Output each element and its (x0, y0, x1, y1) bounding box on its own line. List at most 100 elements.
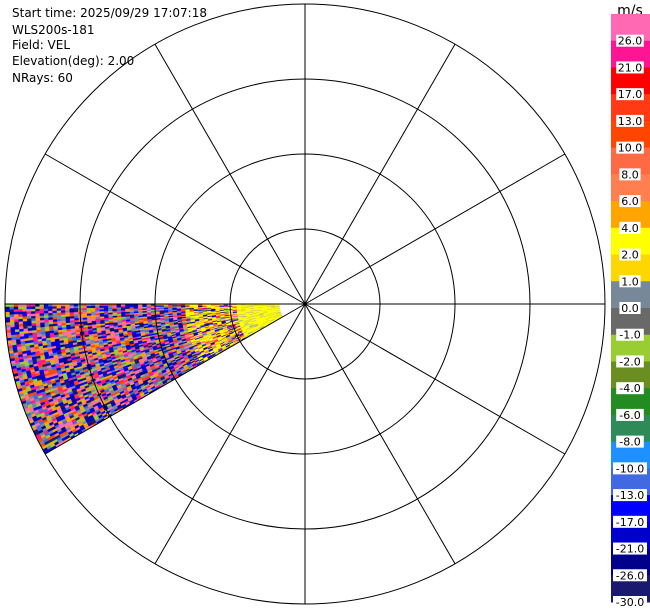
velocity-gate (56, 312, 62, 316)
azimuth-spoke (304, 303, 456, 565)
colorbar-tick-label: -13.0 (616, 489, 644, 502)
velocity-gate (90, 305, 96, 308)
velocity-gate (43, 310, 49, 314)
colorbar-tick-label: 26.0 (618, 35, 643, 48)
velocity-gate (64, 309, 70, 313)
velocity-gate (69, 309, 74, 313)
colorbar-tick-label: 8.0 (621, 168, 639, 181)
azimuth-spoke (154, 43, 306, 305)
colorbar-swatch (611, 254, 650, 282)
colorbar-tick-label: -4.0 (619, 382, 640, 395)
velocity-gate (17, 311, 23, 315)
velocity-gate (86, 307, 91, 310)
velocity-gate (17, 306, 23, 310)
velocity-gate (4, 308, 10, 313)
colorbar-swatch (611, 227, 650, 256)
azimuth-spoke (44, 303, 306, 455)
colorbar-swatch (611, 281, 650, 309)
velocity-gate (60, 305, 66, 309)
velocity-gate (51, 308, 57, 311)
velocity-gate (22, 313, 27, 317)
velocity-gate (34, 306, 40, 309)
velocity-gate (17, 308, 23, 312)
ppi-plot (4, 3, 606, 605)
velocity-gate (30, 315, 36, 319)
colorbar-swatch (611, 40, 650, 68)
colorbar-swatch (611, 120, 650, 149)
colorbar-tick-label: -26.0 (616, 569, 644, 582)
colorbar-tick-label: 17.0 (618, 88, 643, 101)
velocity-gate (107, 305, 113, 308)
colorbar-tick-label: 10.0 (618, 142, 643, 155)
velocity-gate (26, 308, 32, 312)
velocity-gate (35, 315, 40, 319)
velocity-gate (52, 312, 57, 316)
velocity-gate (30, 308, 36, 312)
velocity-gate (5, 316, 10, 320)
velocity-gate (34, 308, 40, 312)
velocity-gate (39, 312, 45, 316)
colorbar-swatch (611, 548, 650, 576)
start-time-label: Start time: 2025/09/29 17:07:18 (12, 6, 207, 20)
velocity-gate (43, 315, 49, 318)
elevation-label: Elevation(deg): 2.00 (12, 54, 135, 68)
nrays-label: NRays: 60 (12, 71, 73, 85)
velocity-gate (30, 317, 36, 321)
velocity-gate (39, 308, 44, 312)
velocity-gate (103, 307, 109, 310)
colorbar-tick-label: -2.0 (619, 355, 640, 368)
velocity-gate (26, 313, 32, 317)
colorbar-swatch (611, 521, 650, 550)
velocity-gate (52, 314, 57, 318)
velocity-gate (94, 307, 100, 310)
velocity-gate (73, 305, 79, 309)
velocity-gate (4, 311, 10, 315)
velocity-gate (60, 312, 66, 315)
velocity-gate (22, 315, 28, 320)
azimuth-spoke (154, 303, 306, 565)
velocity-gate (69, 307, 74, 311)
colorbar-tick-label: 0.0 (621, 302, 639, 315)
velocity-gate (4, 314, 10, 318)
colorbar-tick-label: 21.0 (618, 61, 643, 74)
velocity-gate (86, 309, 92, 312)
colorbar-swatch (611, 14, 650, 42)
velocity-gate (73, 307, 79, 311)
colorbar-tick-label: -8.0 (619, 436, 640, 449)
velocity-gate (107, 307, 113, 310)
velocity-gate (22, 318, 28, 322)
velocity-gate (120, 305, 126, 308)
velocity-gate (13, 311, 19, 315)
velocity-gate (111, 307, 117, 310)
colorbar-swatch (611, 201, 650, 229)
velocity-gate (17, 316, 23, 320)
velocity-gate (129, 305, 134, 308)
velocity-gate (64, 305, 70, 309)
velocity-gate (34, 313, 40, 316)
velocity-gate (39, 306, 44, 309)
velocity-gate (9, 311, 14, 315)
velocity-gate (13, 308, 19, 312)
velocity-gate (26, 306, 31, 310)
velocity-gate (9, 316, 15, 320)
velocity-gate (69, 305, 74, 309)
velocity-gate (26, 310, 32, 314)
velocity-gate (73, 309, 79, 313)
velocity-gate (81, 307, 87, 311)
colorbar-swatch (611, 308, 650, 336)
colorbar-swatch (611, 495, 650, 523)
velocity-gate (69, 311, 74, 315)
colorbar-tick-label: -6.0 (619, 409, 640, 422)
velocity-gate (5, 319, 11, 323)
velocity-gate (4, 306, 10, 310)
colorbar-tick-label: -30.0 (616, 596, 644, 609)
velocity-gate (90, 307, 96, 310)
colorbar-unit: m/s (617, 3, 643, 19)
velocity-gate (18, 318, 23, 322)
velocity-gate (39, 315, 45, 319)
velocity-gate (81, 305, 87, 309)
colorbar-tick-label: 2.0 (621, 249, 639, 262)
azimuth-spokes (5, 4, 605, 604)
colorbar-swatch (611, 414, 650, 443)
colorbar-tick-label: -10.0 (616, 462, 644, 475)
